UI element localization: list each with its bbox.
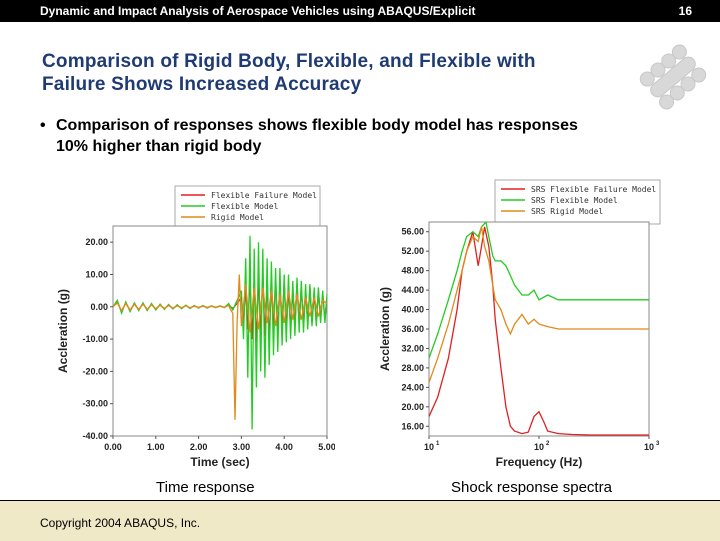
time-chart-y-tick-label: -10.00 — [82, 334, 108, 344]
bullet-dot-icon: • — [40, 117, 46, 134]
time-chart-series-line-3 — [113, 274, 327, 420]
time-response-chart: Flexible Failure Model Flexible Model Rigi… — [56, 185, 335, 469]
time-chart-y-tick-label: -20.00 — [82, 366, 108, 376]
slide-title-line-1: Comparison of Rigid Body, Flexible, and … — [42, 51, 536, 72]
srs-chart-y-tick-label: 32.00 — [401, 343, 424, 353]
srs-chart-y-tick-label: 44.00 — [401, 285, 424, 295]
srs-chart-legend-label: SRS Flexible Model — [531, 196, 618, 205]
srs-chart-legend-label: SRS Rigid Model — [531, 207, 603, 216]
time-chart-x-tick-label: 5.00 — [318, 442, 335, 452]
bullet-point: • Comparison of responses shows flexible… — [40, 115, 660, 157]
header-bar: Dynamic and Impact Analysis of Aerospace… — [0, 0, 720, 22]
time-chart-x-tick-label: 2.00 — [190, 442, 208, 452]
srs-chart-y-tick-label: 40.00 — [401, 305, 424, 315]
time-chart-legend-label: Flexible Failure Model — [211, 191, 317, 200]
caption-time-response: Time response — [156, 479, 255, 496]
shock-response-spectra-chart: SRS Flexible Failure Model SRS Flexible M… — [378, 179, 661, 469]
srs-chart-y-tick-label: 16.00 — [401, 421, 424, 431]
time-chart-y-tick-label: 0.00 — [90, 302, 108, 312]
time-chart-y-tick-label: 20.00 — [85, 237, 108, 247]
slide-title: Comparison of Rigid Body, Flexible, and … — [42, 50, 642, 96]
srs-chart-series-line-2 — [429, 222, 649, 359]
srs-chart-y-tick-label: 36.00 — [401, 324, 424, 334]
srs-chart-x-tick-exponent: 2 — [546, 441, 550, 447]
time-chart-legend-label: Flexible Model — [211, 202, 279, 211]
time-chart-legend-label: Rigid Model — [211, 213, 264, 222]
slide-title-line-2: Failure Shows Increased Accuracy — [42, 74, 362, 95]
srs-chart-y-tick-label: 56.00 — [401, 227, 424, 237]
caption-shock-response: Shock response spectra — [451, 479, 612, 496]
srs-chart-x-tick-label: 10 — [644, 442, 654, 452]
srs-chart-y-tick-label: 24.00 — [401, 382, 424, 392]
srs-chart-legend-box — [494, 179, 661, 225]
srs-chart-x-tick-exponent: 3 — [656, 441, 660, 447]
time-chart-x-tick-label: 3.00 — [233, 442, 251, 452]
time-chart-x-axis-label: Time (sec) — [190, 455, 249, 469]
srs-chart-y-tick-label: 28.00 — [401, 363, 424, 373]
time-chart-y-tick-label: -40.00 — [82, 431, 108, 441]
srs-chart-x-axis-label: Frequency (Hz) — [496, 455, 583, 469]
time-chart-y-axis-label: Accleration (g) — [56, 289, 70, 373]
srs-chart-x-tick-exponent: 1 — [436, 441, 440, 447]
srs-chart-y-tick-label: 20.00 — [401, 402, 424, 412]
srs-chart-y-tick-label: 52.00 — [401, 246, 424, 256]
time-chart-x-tick-label: 0.00 — [104, 442, 122, 452]
time-chart-x-tick-label: 4.00 — [275, 442, 293, 452]
srs-chart-x-tick-label: 10 — [534, 442, 544, 452]
time-chart-x-tick-label: 1.00 — [147, 442, 165, 452]
srs-chart-y-tick-label: 48.00 — [401, 266, 424, 276]
srs-chart-legend-label: SRS Flexible Failure Model — [531, 185, 656, 194]
time-chart-y-tick-label: -30.00 — [82, 399, 108, 409]
srs-chart-series-line-3 — [429, 226, 649, 383]
srs-chart-legend: SRS Flexible Failure Model SRS Flexible M… — [494, 179, 661, 225]
time-chart-legend: Flexible Failure Model Flexible Model Rigi… — [174, 185, 321, 231]
footer-bar: Copyright 2004 ABAQUS, Inc. — [0, 500, 720, 541]
srs-chart-y-axis-label: Accleration (g) — [378, 287, 392, 371]
time-chart-y-tick-label: 10.00 — [85, 269, 108, 279]
bullet-text-line-1: Comparison of responses shows flexible b… — [56, 117, 578, 134]
bullet-text-line-2: 10% higher than rigid body — [56, 138, 262, 155]
srs-chart-x-tick-label: 10 — [424, 442, 434, 452]
molecule-logo-icon — [639, 44, 707, 110]
presentation-title: Dynamic and Impact Analysis of Aerospace… — [40, 4, 476, 18]
copyright-text: Copyright 2004 ABAQUS, Inc. — [40, 516, 201, 530]
page-number: 16 — [678, 4, 692, 18]
